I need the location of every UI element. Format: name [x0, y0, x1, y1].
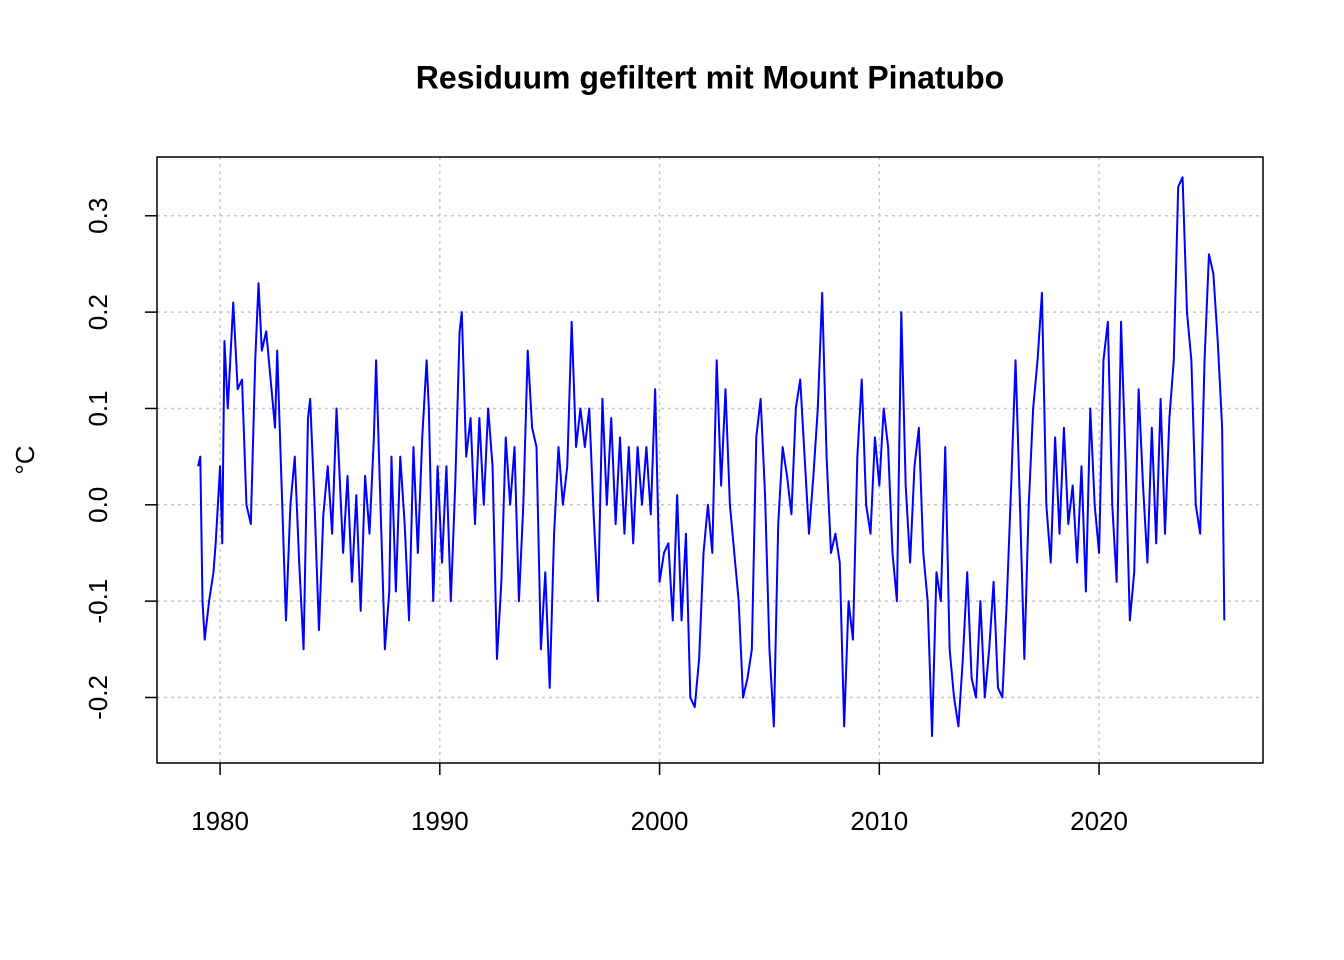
y-tick-label: 0.3 — [83, 198, 113, 234]
data-line — [197, 176, 1226, 738]
y-tick-label: -0.2 — [83, 675, 113, 720]
y-axis-label: °C — [10, 445, 40, 474]
x-tick-label: 1980 — [191, 806, 249, 836]
y-tick-label: 0.1 — [83, 390, 113, 426]
x-tick-label: 1990 — [411, 806, 469, 836]
y-tick-label: 0.2 — [83, 294, 113, 330]
x-tick-label: 2000 — [631, 806, 689, 836]
y-tick-label: -0.1 — [83, 579, 113, 624]
chart-title: Residuum gefiltert mit Mount Pinatubo — [416, 59, 1004, 95]
x-tick-label: 2010 — [850, 806, 908, 836]
x-tick-label: 2020 — [1070, 806, 1128, 836]
y-tick-label: 0.0 — [83, 487, 113, 523]
plot-frame — [156, 156, 1264, 764]
